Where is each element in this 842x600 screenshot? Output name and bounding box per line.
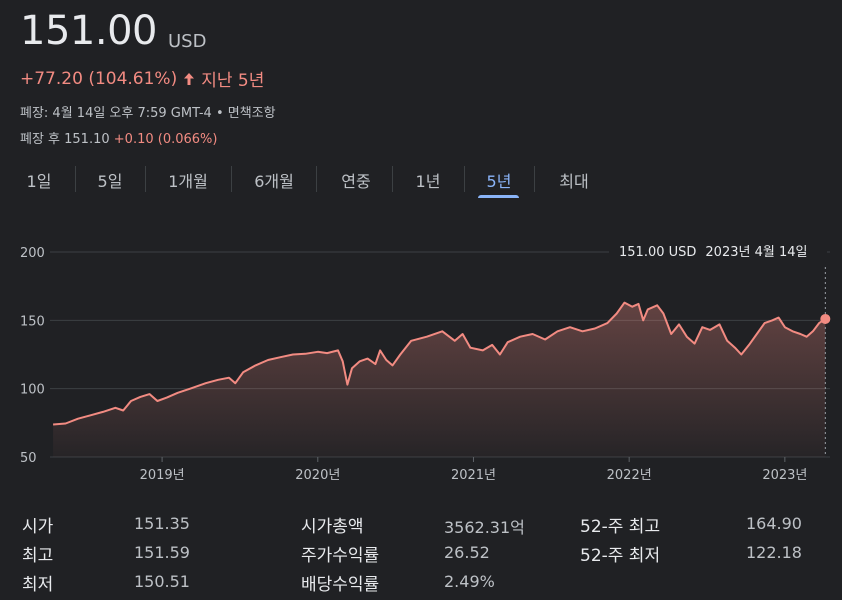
tooltip: 151.00 USD 2023년 4월 14일 <box>609 233 827 267</box>
y-tick-label: 150 <box>20 314 45 329</box>
tab-max[interactable]: 최대 <box>559 172 589 191</box>
stat-market-cap-value: 3562.31억 <box>444 518 525 537</box>
x-tick-label: 2021년 <box>451 468 496 483</box>
price-chart[interactable]: 200 150 100 50 2019년 2020년 2021년 2022년 2023년 15… <box>0 220 842 492</box>
stat-dividend-value: 2.49% <box>444 572 495 591</box>
tab-1d[interactable]: 1일 <box>26 172 52 191</box>
price-line <box>53 301 826 426</box>
close-time: 폐장: 4월 14일 오후 7:59 GMT-4 <box>20 106 212 121</box>
y-tick-label: 50 <box>20 451 37 466</box>
stat-dividend-label: 배당수익률 <box>301 575 380 595</box>
arrow-up-icon <box>184 72 195 85</box>
change-period: 지난 5년 <box>201 71 265 91</box>
tab-1y[interactable]: 1년 <box>415 172 441 191</box>
x-tick-label: 2023년 <box>762 468 807 483</box>
tooltip-price: 151.00 USD <box>619 245 696 260</box>
stat-open-label: 시가 <box>22 517 54 537</box>
after-hours-price: 폐장 후 151.10 <box>20 132 110 147</box>
range-tabs: 1일 5일 1개월 6개월 연중 1년 5년 최대 <box>0 158 842 202</box>
after-hours-change: +0.10 (0.066%) <box>113 132 218 147</box>
tab-divider <box>534 166 535 192</box>
x-axis-labels: 2019년 2020년 2021년 2022년 2023년 <box>140 457 807 483</box>
stat-52w-low-value: 122.18 <box>746 543 802 562</box>
y-tick-label: 100 <box>20 383 45 398</box>
tab-divider <box>392 166 393 192</box>
active-tab-indicator <box>478 195 519 198</box>
price-change: +77.20 (104.61%) <box>20 68 178 89</box>
close-separator: • <box>211 106 228 121</box>
stat-open-value: 151.35 <box>134 514 190 533</box>
tab-ytd[interactable]: 연중 <box>341 172 371 191</box>
tab-divider <box>464 166 465 192</box>
x-tick-label: 2022년 <box>607 468 652 483</box>
after-hours-info: 폐장 후 151.10 +0.10 (0.066%) <box>20 128 217 147</box>
close-info: 폐장: 4월 14일 오후 7:59 GMT-4 • 면책조항 <box>20 102 276 121</box>
tooltip-date: 2023년 4월 14일 <box>705 245 807 260</box>
tab-5y[interactable]: 5년 <box>486 172 512 191</box>
stat-pe-label: 주가수익률 <box>301 546 380 566</box>
x-tick-label: 2019년 <box>140 468 185 483</box>
tab-6m[interactable]: 6개월 <box>254 172 294 191</box>
stat-high-label: 최고 <box>22 546 54 566</box>
stat-low-value: 150.51 <box>134 572 190 591</box>
current-price: 151.00 <box>20 8 157 54</box>
tab-divider <box>231 166 232 192</box>
tab-5d[interactable]: 5일 <box>97 172 123 191</box>
price-area <box>53 302 826 457</box>
y-tick-label: 200 <box>20 246 45 261</box>
x-tick-label: 2020년 <box>295 468 340 483</box>
disclaimer-link[interactable]: 면책조항 <box>227 106 276 121</box>
stat-52w-high-value: 164.90 <box>746 514 802 533</box>
tab-divider <box>145 166 146 192</box>
stat-low-label: 최저 <box>22 575 54 595</box>
tab-divider <box>75 166 76 192</box>
tab-divider <box>316 166 317 192</box>
stat-52w-high-label: 52-주 최고 <box>580 517 661 537</box>
cursor-point <box>820 313 831 324</box>
tab-1m[interactable]: 1개월 <box>168 172 208 191</box>
stat-pe-value: 26.52 <box>444 543 490 562</box>
stat-52w-low-label: 52-주 최저 <box>580 546 661 566</box>
stat-high-value: 151.59 <box>134 543 190 562</box>
y-axis-labels: 200 150 100 50 <box>20 246 45 466</box>
currency-label: USD <box>168 31 207 52</box>
stat-market-cap-label: 시가총액 <box>301 517 364 537</box>
price-change-row: +77.20 (104.61%) 지난 5년 <box>20 66 265 92</box>
